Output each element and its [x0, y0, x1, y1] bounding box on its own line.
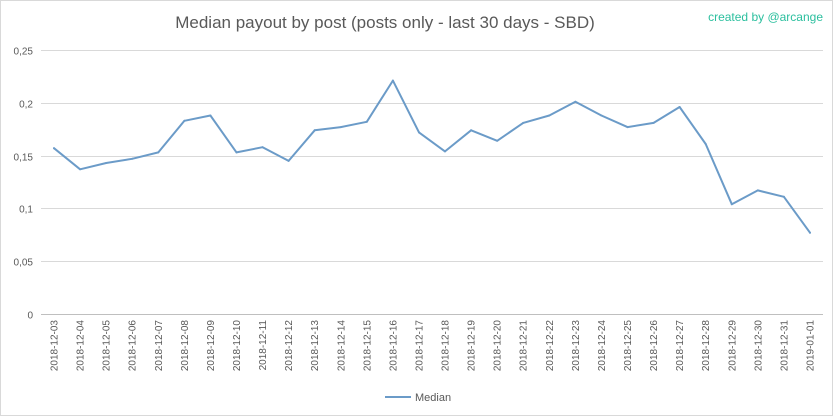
data-point [756, 189, 759, 192]
y-tick-label: 0 [27, 311, 33, 322]
x-tick-label: 2018-12-31 [779, 320, 790, 372]
x-tick-label: 2018-12-18 [441, 320, 452, 372]
x-tick-label: 2018-12-12 [284, 320, 295, 372]
data-point [522, 121, 525, 124]
x-tick-label: 2018-12-08 [180, 320, 191, 372]
data-point [235, 151, 238, 154]
data-point [287, 159, 290, 162]
x-tick-label: 2018-12-30 [753, 320, 764, 372]
x-tick-label: 2018-12-04 [76, 320, 87, 372]
data-point [678, 106, 681, 108]
y-tick-label: 0,1 [19, 205, 33, 216]
data-point [730, 203, 733, 206]
data-point [365, 120, 368, 123]
x-tick-label: 2018-12-13 [310, 320, 321, 372]
data-point [444, 150, 446, 153]
x-tick-label: 2018-12-10 [232, 320, 243, 372]
x-tick-label: 2018-12-28 [701, 320, 712, 372]
data-point [782, 195, 785, 198]
data-point [183, 119, 186, 122]
x-tick-label: 2018-12-14 [336, 320, 347, 372]
series-line-median [53, 79, 811, 234]
y-tick-label: 0,2 [19, 100, 33, 111]
data-point [470, 129, 473, 132]
gridlines [41, 50, 823, 315]
data-point [600, 114, 603, 117]
data-point [809, 231, 811, 234]
series-layer [53, 79, 811, 234]
data-point [548, 114, 551, 117]
data-point [261, 146, 264, 149]
data-point [574, 100, 577, 103]
x-tick-label: 2018-12-25 [623, 320, 634, 372]
x-tick-label: 2018-12-24 [597, 320, 608, 372]
data-point [131, 157, 134, 160]
x-tick-label: 2018-12-20 [493, 320, 504, 372]
x-tick-label: 2018-12-26 [649, 320, 660, 372]
x-tick-label: 2018-12-06 [128, 320, 139, 372]
chart-title: Median payout by post (posts only - last… [175, 13, 595, 32]
data-point [313, 129, 316, 132]
data-point [391, 79, 394, 82]
y-tick-label: 0,05 [14, 258, 34, 269]
x-tick-label: 2018-12-16 [388, 320, 399, 372]
x-tick-label: 2018-12-07 [154, 320, 165, 372]
x-tick-label: 2018-12-22 [545, 320, 556, 372]
data-point [704, 143, 707, 145]
data-point [157, 151, 160, 154]
legend: Median [385, 392, 451, 404]
data-point [339, 126, 342, 129]
x-tick-label: 2018-12-09 [206, 320, 217, 372]
y-tick-label: 0,15 [14, 153, 34, 164]
x-tick-label: 2018-12-05 [102, 320, 113, 372]
data-point [496, 139, 499, 142]
data-point [209, 114, 212, 117]
x-tick-label: 2018-12-19 [467, 320, 478, 372]
y-axis-ticks: 0 0,05 0,1 0,15 0,2 0,25 [14, 47, 34, 322]
x-axis-ticks: 2018-12-03 2018-12-04 2018-12-05 2018-12-06… [50, 320, 817, 372]
credit-label: created by @arcange [708, 10, 823, 24]
data-point [105, 162, 108, 164]
legend-label-median: Median [415, 392, 451, 404]
x-tick-label: 2018-12-03 [50, 320, 61, 372]
data-point [626, 126, 629, 129]
data-point [418, 131, 420, 134]
x-tick-label: 2018-12-21 [519, 320, 530, 372]
data-point [652, 121, 655, 124]
x-tick-label: 2018-12-15 [362, 320, 373, 372]
y-tick-label: 0,25 [14, 47, 34, 58]
x-tick-label: 2018-12-23 [571, 320, 582, 372]
data-point [79, 168, 82, 171]
x-tick-label: 2018-12-29 [727, 320, 738, 372]
x-tick-label: 2018-12-17 [414, 320, 425, 372]
x-tick-label: 2018-12-11 [258, 320, 269, 371]
x-tick-label: 2018-12-27 [675, 320, 686, 372]
x-tick-label: 2019-01-01 [805, 320, 816, 372]
data-point [53, 147, 55, 150]
